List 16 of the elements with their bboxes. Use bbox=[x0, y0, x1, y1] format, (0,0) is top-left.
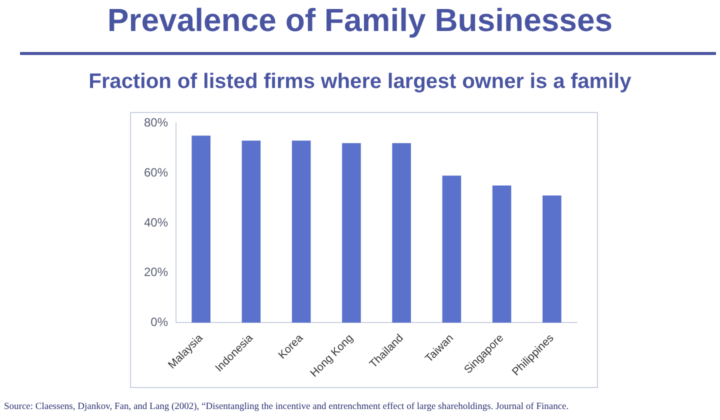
source-note: Source: Claessens, Djankov, Fan, and Lang (2002), “Disentangling the incentive and entrenchment effect of large shareholdings. Journal of Finance. bbox=[4, 402, 569, 412]
y-tick-label: 0% bbox=[150, 315, 168, 330]
chart-subtitle: Fraction of listed firms where largest owner is a family bbox=[88, 70, 632, 94]
bar bbox=[292, 140, 311, 323]
bar bbox=[242, 140, 261, 323]
y-tick-label: 60% bbox=[144, 165, 168, 180]
chart-title: Prevalence of Family Businesses bbox=[106, 1, 614, 40]
bar bbox=[192, 136, 210, 323]
bar bbox=[542, 196, 562, 323]
y-tick-label: 40% bbox=[144, 215, 168, 230]
bar bbox=[492, 186, 512, 323]
bar bbox=[392, 143, 411, 323]
y-tick-label: 80% bbox=[144, 116, 168, 130]
bar bbox=[342, 143, 361, 323]
y-tick-label: 20% bbox=[144, 265, 168, 280]
bar bbox=[442, 176, 462, 323]
